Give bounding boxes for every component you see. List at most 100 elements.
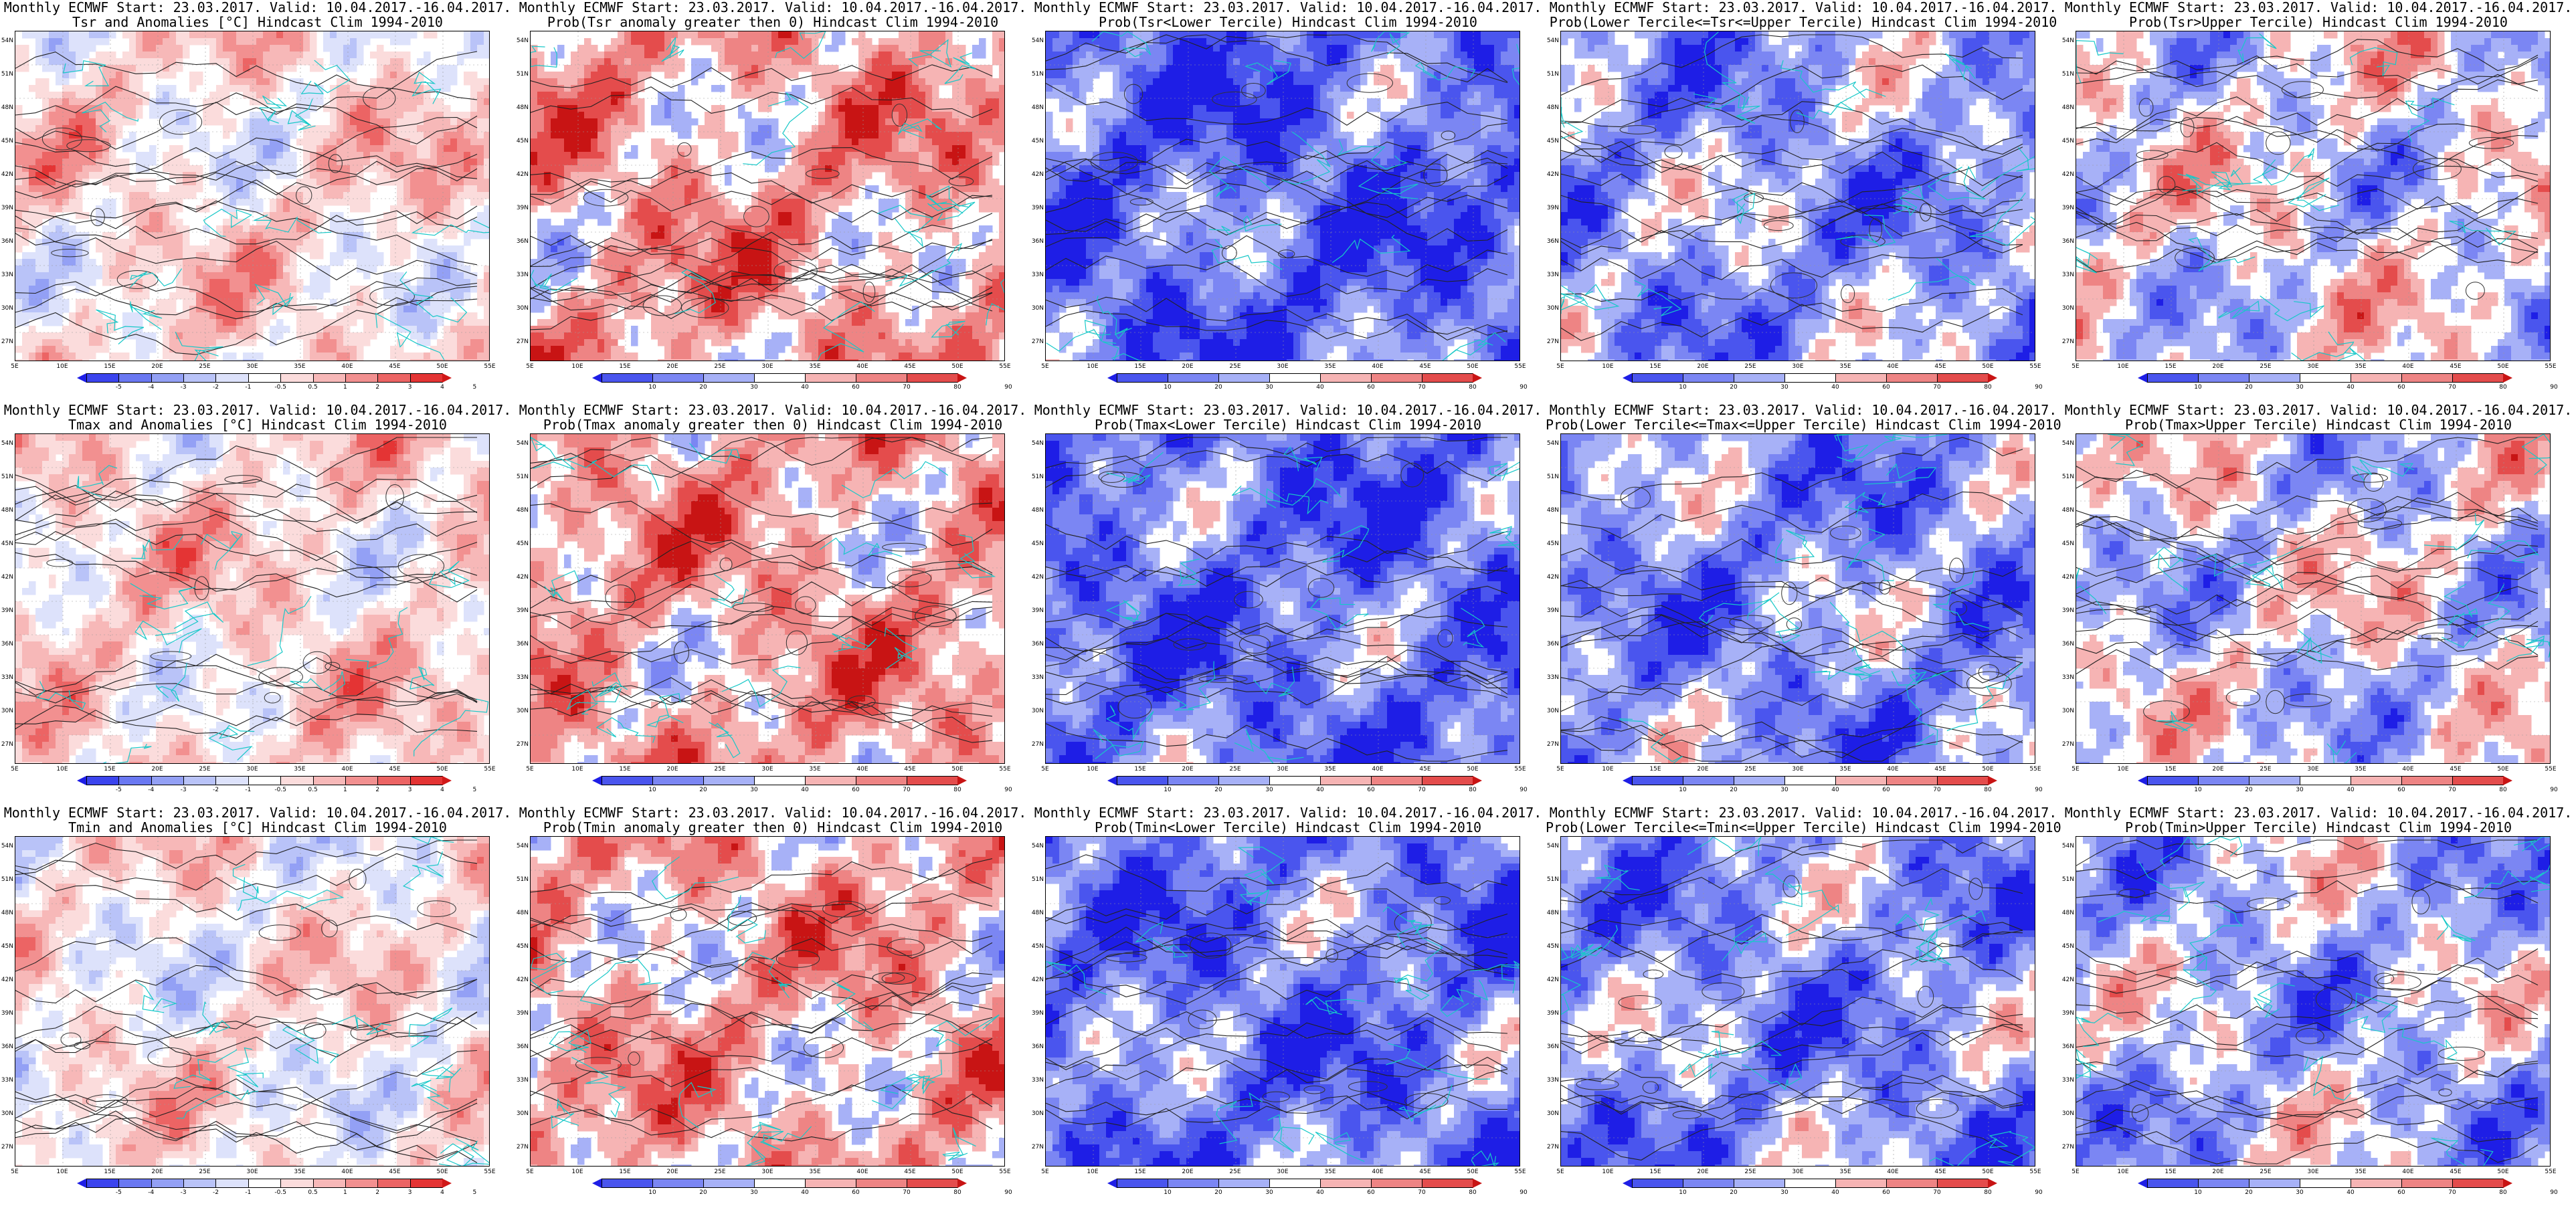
colorbar-label: 90: [1520, 1189, 1527, 1196]
colorbar-segment: [2300, 776, 2351, 785]
lon-label: 45E: [389, 766, 400, 773]
colorbar-label: -3: [181, 787, 187, 793]
lon-label: 5E: [1041, 363, 1048, 370]
colorbar-label: -1: [245, 384, 251, 391]
colorbar-segment: [2300, 373, 2351, 383]
lon-label: 15E: [2165, 766, 2176, 773]
lon-label: 25E: [1744, 1169, 1756, 1175]
map-panel-tmax-lower: Monthly ECMWF Start: 23.03.2017. Valid: …: [1030, 403, 1546, 805]
lat-label: 36N: [2061, 1043, 2074, 1050]
lon-label: 40E: [1372, 1169, 1383, 1175]
colorbar-segment: [1269, 776, 1321, 785]
lat-label: 48N: [1030, 910, 1044, 916]
lon-label: 15E: [1649, 1169, 1661, 1175]
lat-label: 27N: [515, 741, 529, 748]
colorbar-segment: [754, 1179, 806, 1188]
lon-label: 10E: [1602, 766, 1613, 773]
lon-label: 30E: [1277, 766, 1288, 773]
colorbar-label: 40: [1831, 384, 1839, 391]
panel-title-line2: Prob(Lower Tercile<=Tmin<=Upper Tercile)…: [1546, 820, 2061, 835]
lat-label: 42N: [1030, 977, 1044, 983]
colorbar-segment: [86, 776, 119, 785]
lat-label: 51N: [2061, 71, 2074, 78]
lat-label: 30N: [0, 1110, 13, 1117]
colorbar-arrow-high: [1473, 776, 1482, 785]
colorbar-arrow-low: [1107, 373, 1117, 383]
colorbar-segment: [345, 776, 378, 785]
colorbar-label: 80: [1469, 1189, 1476, 1196]
lon-label: 55E: [999, 766, 1010, 773]
lon-label: 40E: [1887, 1169, 1898, 1175]
colorbar-segment: [754, 373, 806, 383]
lat-label: 54N: [2061, 440, 2074, 447]
lat-label: 27N: [1030, 741, 1044, 748]
lon-label: 20E: [666, 363, 678, 370]
lon-label: 55E: [2545, 363, 2556, 370]
colorbar-segment: [410, 776, 443, 785]
lon-label: 20E: [151, 766, 163, 773]
lat-label: 45N: [515, 943, 529, 950]
lon-label: 55E: [999, 1169, 1010, 1175]
lat-label: 54N: [515, 440, 529, 447]
lat-label: 45N: [0, 540, 13, 547]
colorbar-label: -1: [245, 1189, 251, 1196]
map-field: [530, 836, 1005, 1167]
map-field: [15, 433, 490, 764]
lon-label: 35E: [294, 766, 305, 773]
lon-label: 10E: [2117, 766, 2128, 773]
colorbar-label: -0.5: [274, 787, 286, 793]
lat-label: 42N: [515, 977, 529, 983]
colorbar-segment: [2147, 1179, 2199, 1188]
colorbar-label: 10: [648, 1189, 656, 1196]
colorbar-label: 40: [1316, 787, 1323, 793]
lon-label: 10E: [56, 1169, 68, 1175]
lat-label: 33N: [515, 674, 529, 681]
colorbar-segment: [856, 373, 907, 383]
panel-title-line2: Tmin and Anomalies [°C] Hindcast Clim 19…: [0, 820, 515, 835]
lat-label: 30N: [1030, 305, 1044, 312]
map-field: [1045, 433, 1520, 764]
colorbar-label: 20: [1214, 787, 1222, 793]
lon-label: 25E: [1229, 363, 1240, 370]
lat-label: 30N: [2061, 708, 2074, 714]
map-panel-tmax-middle: Monthly ECMWF Start: 23.03.2017. Valid: …: [1546, 403, 2061, 805]
lon-label: 20E: [151, 363, 163, 370]
colorbar-label: -2: [213, 384, 219, 391]
lon-label: 20E: [666, 766, 678, 773]
map-svg: [531, 31, 1005, 361]
lon-label: 10E: [1087, 1169, 1098, 1175]
lon-label: 55E: [1514, 1169, 1526, 1175]
lat-label: 45N: [515, 138, 529, 144]
lat-label: 54N: [2061, 843, 2074, 849]
colorbar-label: 90: [2550, 787, 2557, 793]
lon-label: 25E: [714, 1169, 725, 1175]
colorbar-segment: [151, 373, 184, 383]
panel-title-line2: Prob(Tmax>Upper Tercile) Hindcast Clim 1…: [2061, 417, 2576, 432]
colorbar-label: 90: [1004, 1189, 1012, 1196]
colorbar-segment: [2351, 373, 2402, 383]
panel-title-line1: Monthly ECMWF Start: 23.03.2017. Valid: …: [1546, 0, 2061, 15]
lat-label: 33N: [1030, 674, 1044, 681]
colorbar-label: 20: [1730, 787, 1737, 793]
colorbar-segment: [1734, 1179, 1785, 1188]
colorbar-label: 30: [2296, 384, 2303, 391]
colorbar-segment: [183, 776, 216, 785]
lon-label: 50E: [951, 1169, 963, 1175]
lon-label: 35E: [1324, 766, 1336, 773]
colorbar-segment: [2249, 373, 2300, 383]
lon-label: 15E: [1134, 1169, 1145, 1175]
lon-label: 10E: [571, 1169, 583, 1175]
lat-label: 33N: [0, 272, 13, 278]
colorbar-segment: [2249, 1179, 2300, 1188]
lon-label: 50E: [1467, 363, 1478, 370]
colorbar-segment: [86, 373, 119, 383]
lon-label: 35E: [1839, 1169, 1851, 1175]
lon-label: 50E: [436, 1169, 448, 1175]
colorbar-segment: [1835, 1179, 1887, 1188]
panel-title-line1: Monthly ECMWF Start: 23.03.2017. Valid: …: [1030, 0, 1546, 15]
colorbar-segment: [313, 776, 346, 785]
lon-label: 30E: [761, 766, 773, 773]
lon-label: 10E: [1087, 363, 1098, 370]
colorbar-segment: [2401, 373, 2453, 383]
lon-label: 30E: [761, 363, 773, 370]
